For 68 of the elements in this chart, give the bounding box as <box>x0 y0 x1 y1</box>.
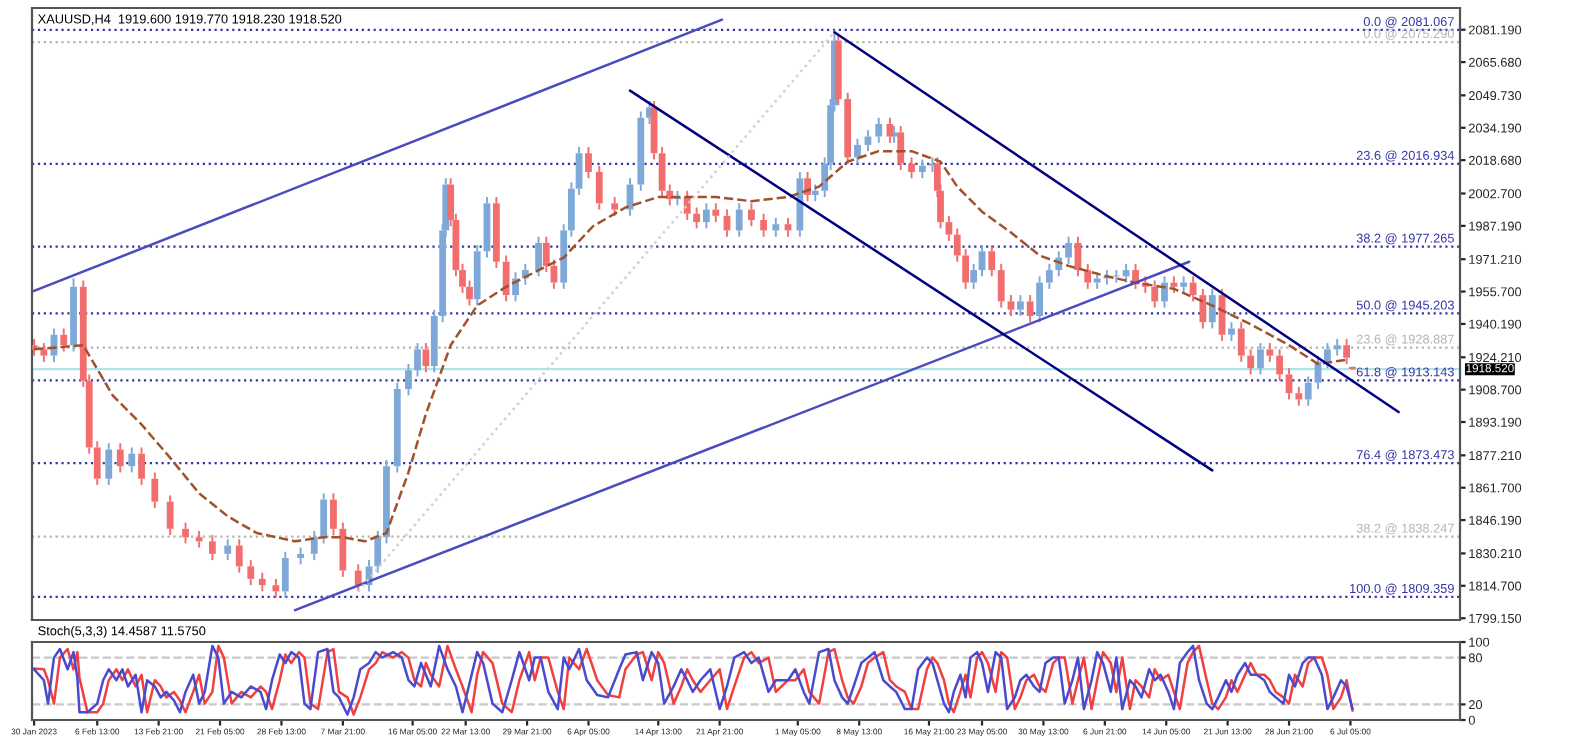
candlestick <box>235 538 243 574</box>
candlestick <box>195 529 203 549</box>
candlestick <box>962 248 970 290</box>
candlestick <box>1247 348 1255 376</box>
candlestick <box>258 571 266 593</box>
candlestick <box>422 342 430 374</box>
candlestick <box>595 164 603 211</box>
candlestick <box>735 202 743 238</box>
candlestick <box>637 110 645 192</box>
candlestick <box>502 254 510 303</box>
candlestick <box>393 381 401 474</box>
candlestick <box>1333 337 1341 357</box>
candlestick <box>945 214 953 242</box>
candlestick <box>40 342 48 363</box>
candlestick <box>1304 375 1312 407</box>
candlestick <box>116 442 124 474</box>
candlestick <box>473 244 481 307</box>
candlestick <box>1199 287 1207 330</box>
candlestick <box>330 492 337 537</box>
candlestick <box>166 494 174 537</box>
candlestick <box>105 442 113 486</box>
candlestick <box>1295 385 1303 407</box>
candlestick <box>854 137 861 165</box>
candlestick <box>383 458 390 545</box>
candlestick <box>1343 337 1351 365</box>
candlestick <box>272 577 280 599</box>
candlestick <box>1208 287 1216 330</box>
candlestick <box>208 534 216 562</box>
candlestick <box>1151 279 1159 309</box>
candlestick <box>297 546 305 566</box>
candlestick <box>1065 235 1072 265</box>
candlestick <box>339 521 347 578</box>
candlestick <box>310 529 318 562</box>
candlestick <box>224 538 232 562</box>
candlestick <box>405 363 412 397</box>
candlestick <box>1026 294 1034 324</box>
candlestick <box>918 158 926 180</box>
candlestick <box>748 202 755 228</box>
candlestick <box>760 212 768 238</box>
candlestick <box>138 446 145 486</box>
candlestick <box>1084 262 1092 290</box>
candlestick <box>1276 348 1284 382</box>
candlestick <box>970 262 978 290</box>
candlestick <box>1017 294 1024 317</box>
candlestick <box>897 125 905 171</box>
candlestick <box>712 202 720 224</box>
candlestick <box>542 235 550 274</box>
candlestick <box>1237 321 1245 363</box>
candlestick <box>1266 342 1274 363</box>
candlestick <box>281 550 289 599</box>
candlestick <box>997 262 1005 309</box>
candlestick <box>1045 262 1053 290</box>
candlestick <box>953 227 961 263</box>
candlestick <box>128 446 136 474</box>
candlestick <box>247 559 255 587</box>
candlestick <box>1257 342 1264 376</box>
candlestick <box>1189 275 1197 303</box>
candlestick <box>693 206 701 230</box>
candlestick <box>908 156 915 180</box>
line-series <box>32 644 1354 716</box>
candlestick <box>772 216 780 238</box>
candlestick <box>875 116 883 144</box>
candlestick <box>988 244 996 278</box>
candlestick <box>703 202 710 230</box>
candlestick <box>430 308 438 374</box>
candlestick <box>1007 294 1015 317</box>
candlestick <box>492 196 500 269</box>
candlestick <box>151 471 159 509</box>
